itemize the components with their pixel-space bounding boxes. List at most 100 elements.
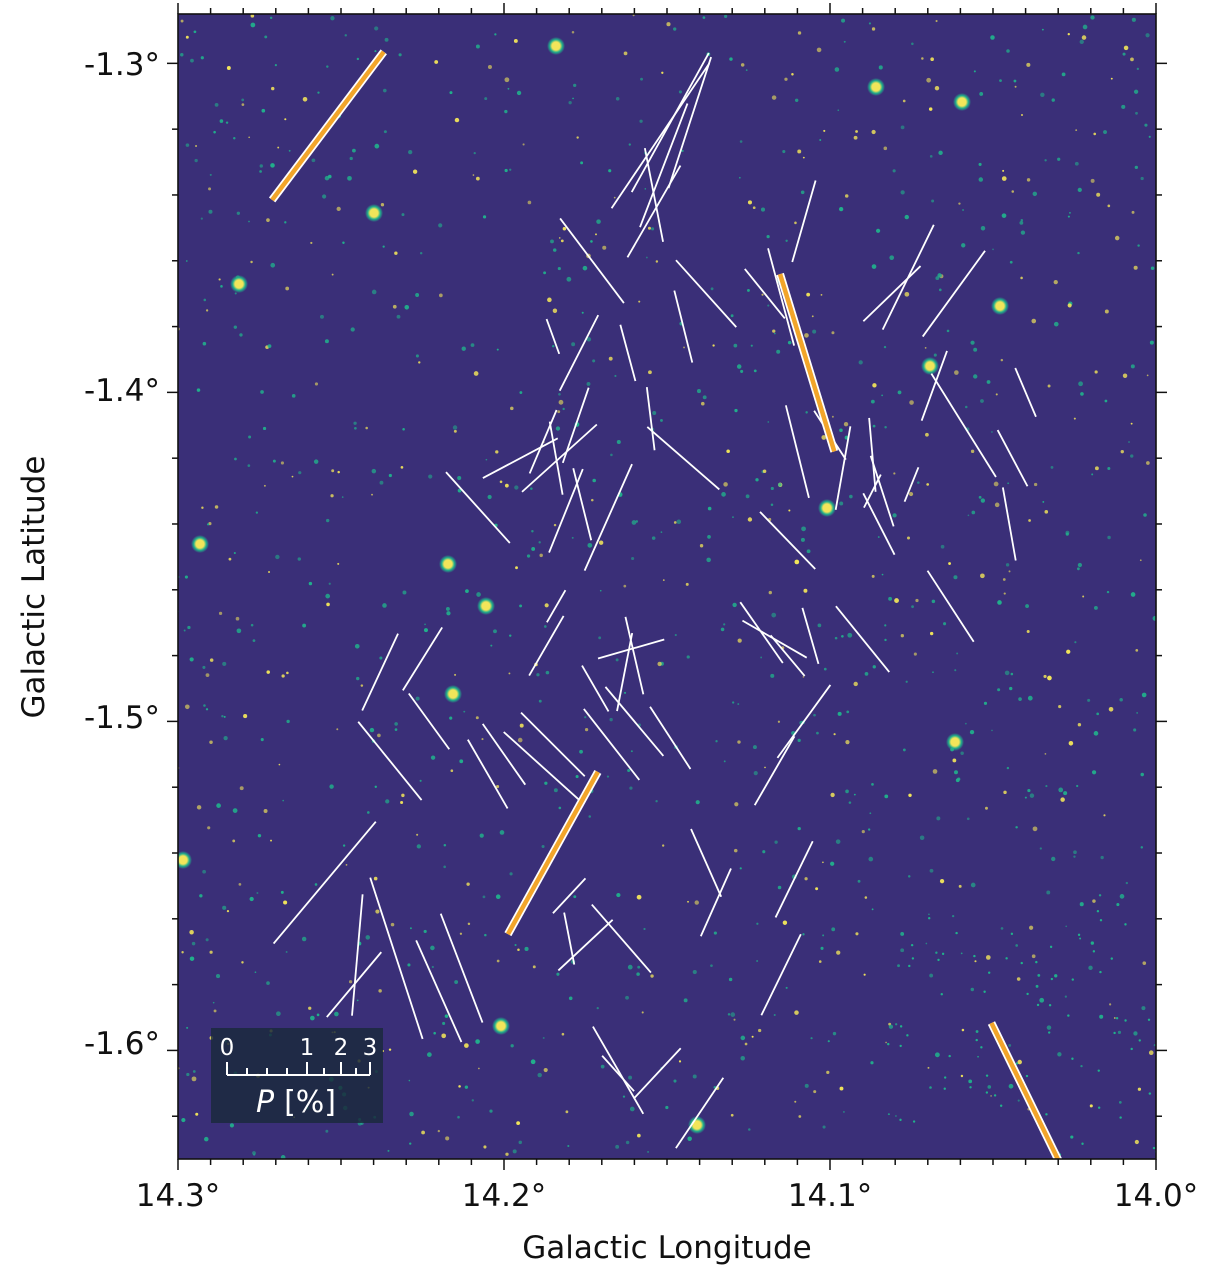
star [268, 571, 271, 574]
star [1028, 519, 1031, 522]
star [831, 331, 835, 335]
bright-star [921, 357, 939, 375]
star [946, 329, 950, 333]
star [1136, 67, 1140, 71]
star [419, 779, 422, 782]
star [1054, 974, 1058, 978]
star [505, 1152, 509, 1156]
star [615, 97, 620, 101]
star [308, 1006, 312, 1010]
star [629, 1106, 635, 1112]
star [1071, 1057, 1074, 1060]
star [454, 673, 457, 676]
star [613, 196, 616, 199]
polarization-vector [1001, 487, 1017, 561]
star [960, 952, 963, 955]
star [504, 77, 510, 83]
star [925, 942, 928, 945]
star [758, 1028, 762, 1033]
star [827, 1040, 830, 1043]
star [507, 87, 510, 90]
star [576, 136, 579, 139]
polarization-vector [862, 492, 896, 556]
star [325, 593, 331, 599]
star [894, 598, 899, 603]
star [1114, 235, 1120, 241]
star [221, 715, 224, 718]
star [712, 344, 715, 347]
polarization-vector [930, 373, 997, 478]
star [900, 190, 905, 195]
star [926, 483, 930, 486]
star [487, 65, 492, 70]
star [1130, 57, 1134, 62]
star [1148, 1050, 1154, 1056]
star [1091, 473, 1094, 476]
star [733, 848, 738, 853]
star [772, 329, 776, 333]
star [1041, 28, 1044, 31]
star [424, 623, 426, 626]
legend-title-unit: [%] [284, 1085, 336, 1120]
star [1130, 1047, 1133, 1051]
star [229, 1123, 235, 1128]
star [802, 933, 805, 936]
star [441, 1033, 447, 1039]
star [871, 783, 874, 786]
star [313, 459, 319, 464]
star [1121, 104, 1126, 109]
star [394, 251, 398, 255]
polarization-vector [520, 711, 586, 777]
star [263, 809, 268, 813]
star [622, 1095, 626, 1098]
star [935, 951, 938, 954]
star [1110, 957, 1113, 960]
star [418, 361, 421, 364]
star [280, 1155, 286, 1159]
star [517, 948, 520, 952]
star [193, 30, 197, 34]
star [948, 562, 951, 565]
star [547, 297, 552, 303]
star [1068, 741, 1074, 746]
star [973, 70, 976, 73]
star [831, 927, 836, 932]
polarization-vector [467, 739, 509, 809]
star [885, 1041, 887, 1044]
star [524, 946, 529, 952]
star [1131, 17, 1136, 22]
star [1096, 910, 1100, 913]
star [514, 485, 519, 490]
polarization-vector [616, 632, 634, 712]
star [999, 79, 1002, 83]
star [953, 575, 958, 580]
star [1146, 461, 1150, 465]
star [745, 494, 750, 499]
star [558, 237, 561, 239]
star [330, 16, 335, 21]
star [1077, 933, 1081, 937]
star [820, 946, 824, 950]
star [1093, 132, 1097, 136]
star [744, 1042, 748, 1046]
star [1076, 784, 1079, 788]
star [457, 488, 462, 493]
star [902, 748, 906, 752]
star [510, 1044, 514, 1048]
star [702, 395, 707, 400]
star [835, 839, 841, 844]
star [1073, 850, 1077, 855]
star [973, 347, 978, 352]
star [257, 833, 262, 838]
star [557, 266, 561, 271]
star [541, 845, 545, 849]
star [236, 628, 242, 634]
star [908, 964, 911, 968]
star [934, 85, 940, 91]
star [400, 800, 404, 804]
star [868, 856, 874, 862]
star [798, 1115, 802, 1118]
star [1104, 309, 1109, 314]
star [336, 728, 339, 731]
star [205, 938, 209, 942]
